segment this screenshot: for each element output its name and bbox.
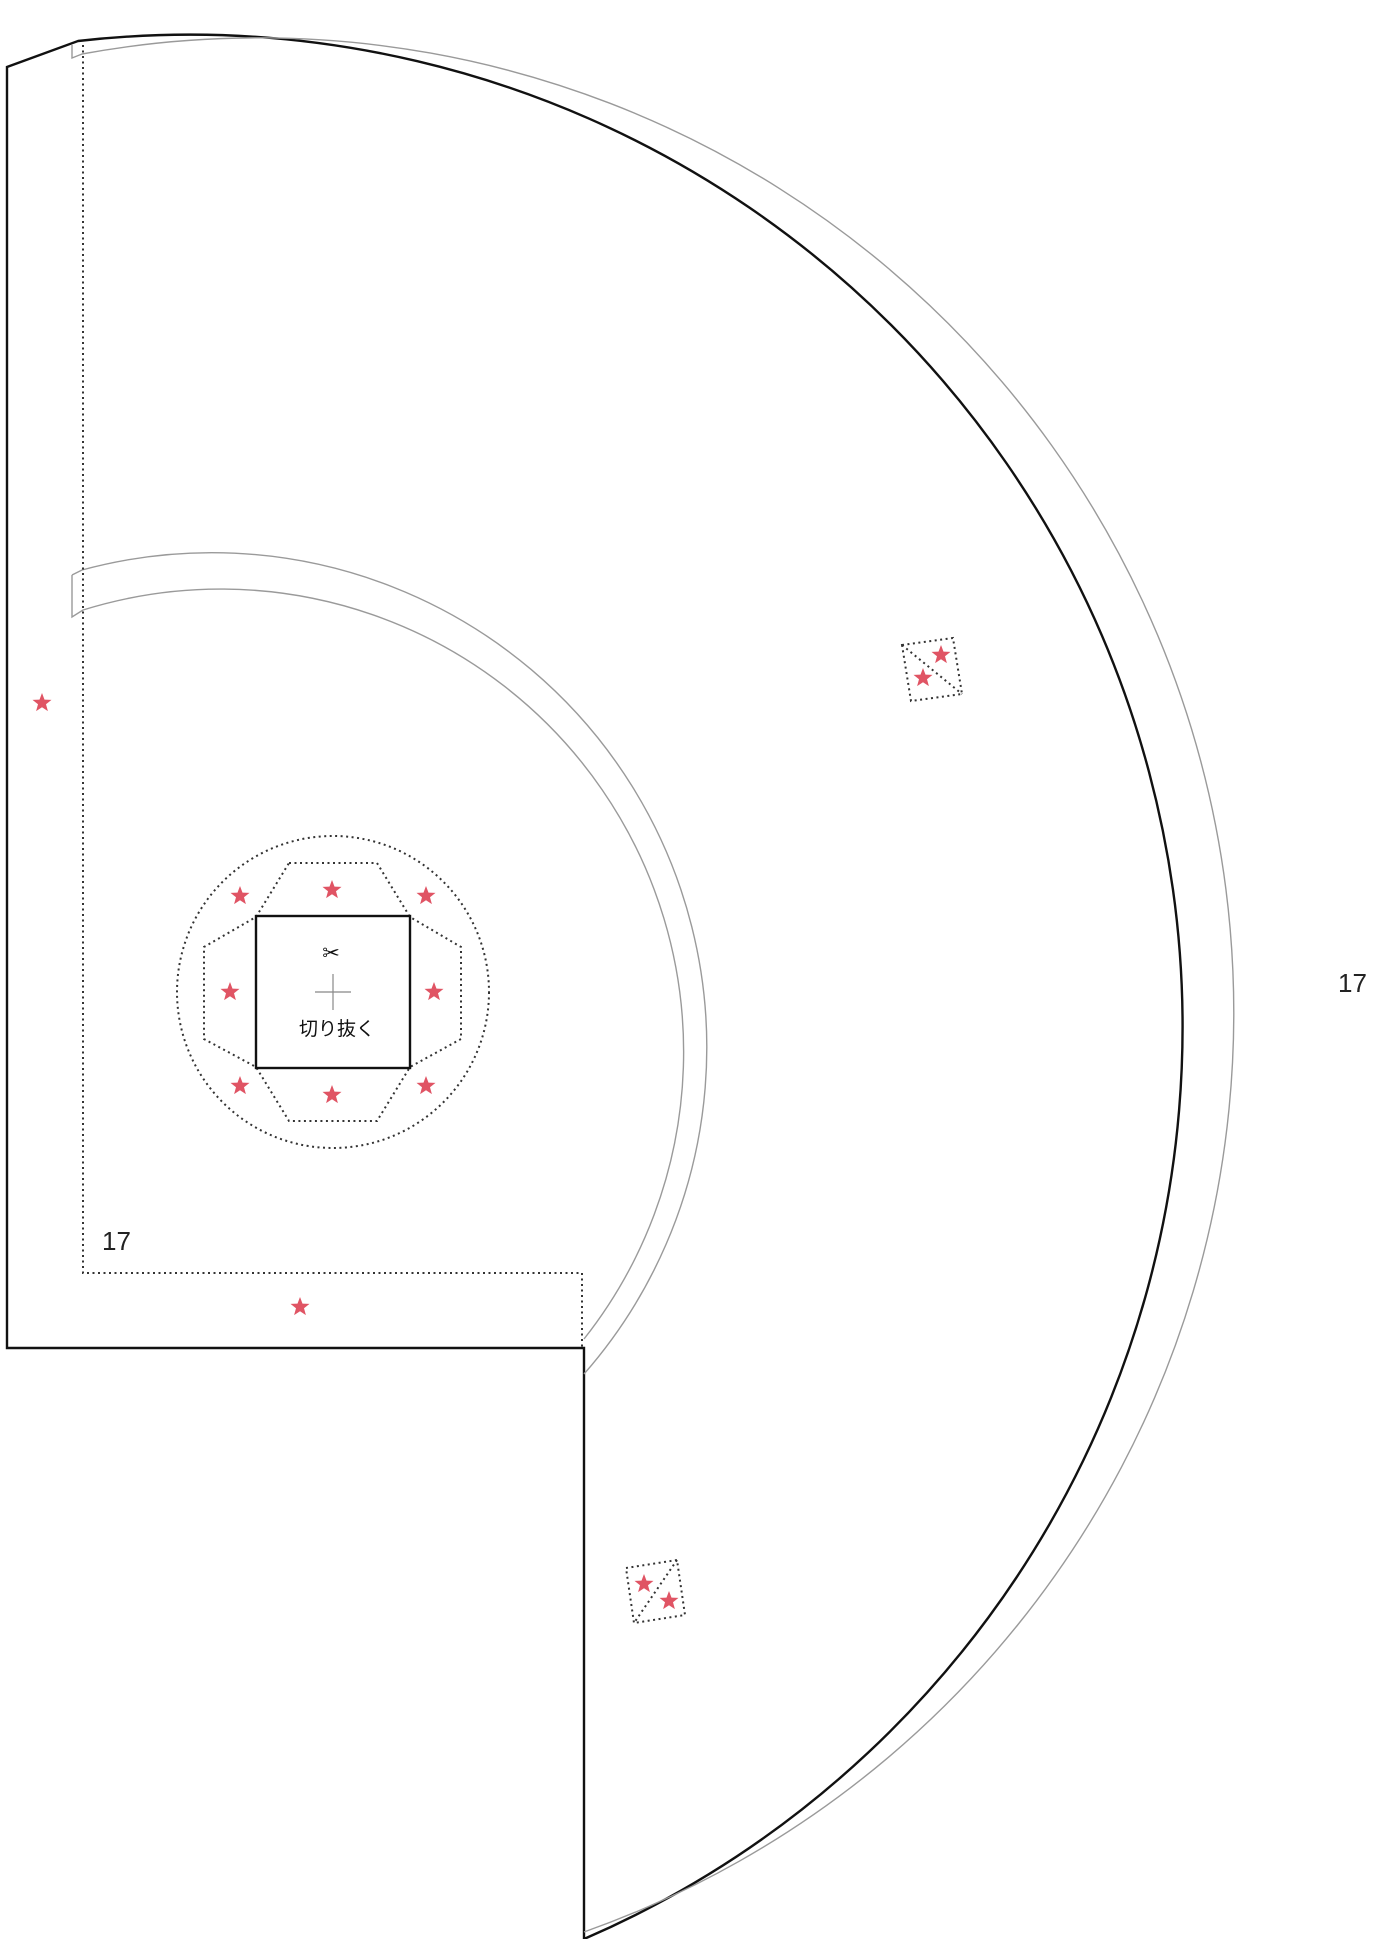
waist-seam-line-inner [71, 575, 685, 1340]
star-icon [634, 1574, 654, 1593]
star-icon [230, 886, 250, 905]
outer-cut-line [5, 33, 1184, 1939]
star-icon [32, 693, 52, 712]
star-icon [931, 645, 951, 664]
dart-marker-upper [900, 636, 964, 703]
notch-stars [32, 645, 951, 1610]
star-icon [659, 1591, 679, 1610]
page-number-left: 17 [102, 1226, 131, 1256]
star-icon [424, 982, 444, 1001]
star-icon [290, 1297, 310, 1316]
dotted-outer-circle [176, 835, 490, 1149]
center-cross-icon [315, 974, 351, 1010]
star-icon [416, 1076, 436, 1095]
star-icon [220, 982, 240, 1001]
star-icon [322, 1085, 342, 1104]
star-icon [230, 1076, 250, 1095]
outer-seam-line [71, 37, 1235, 1933]
star-icon [913, 668, 933, 687]
star-icon [322, 880, 342, 899]
dart-marker-lower [624, 1558, 687, 1625]
star-icon [416, 886, 436, 905]
page-number-right: 17 [1338, 968, 1367, 998]
cut-out-label: 切り抜く [299, 1018, 375, 1040]
waist-seam-line-outer [71, 551, 708, 1375]
scissors-icon: ✂ [322, 941, 340, 965]
dotted-octagon [203, 862, 462, 1122]
